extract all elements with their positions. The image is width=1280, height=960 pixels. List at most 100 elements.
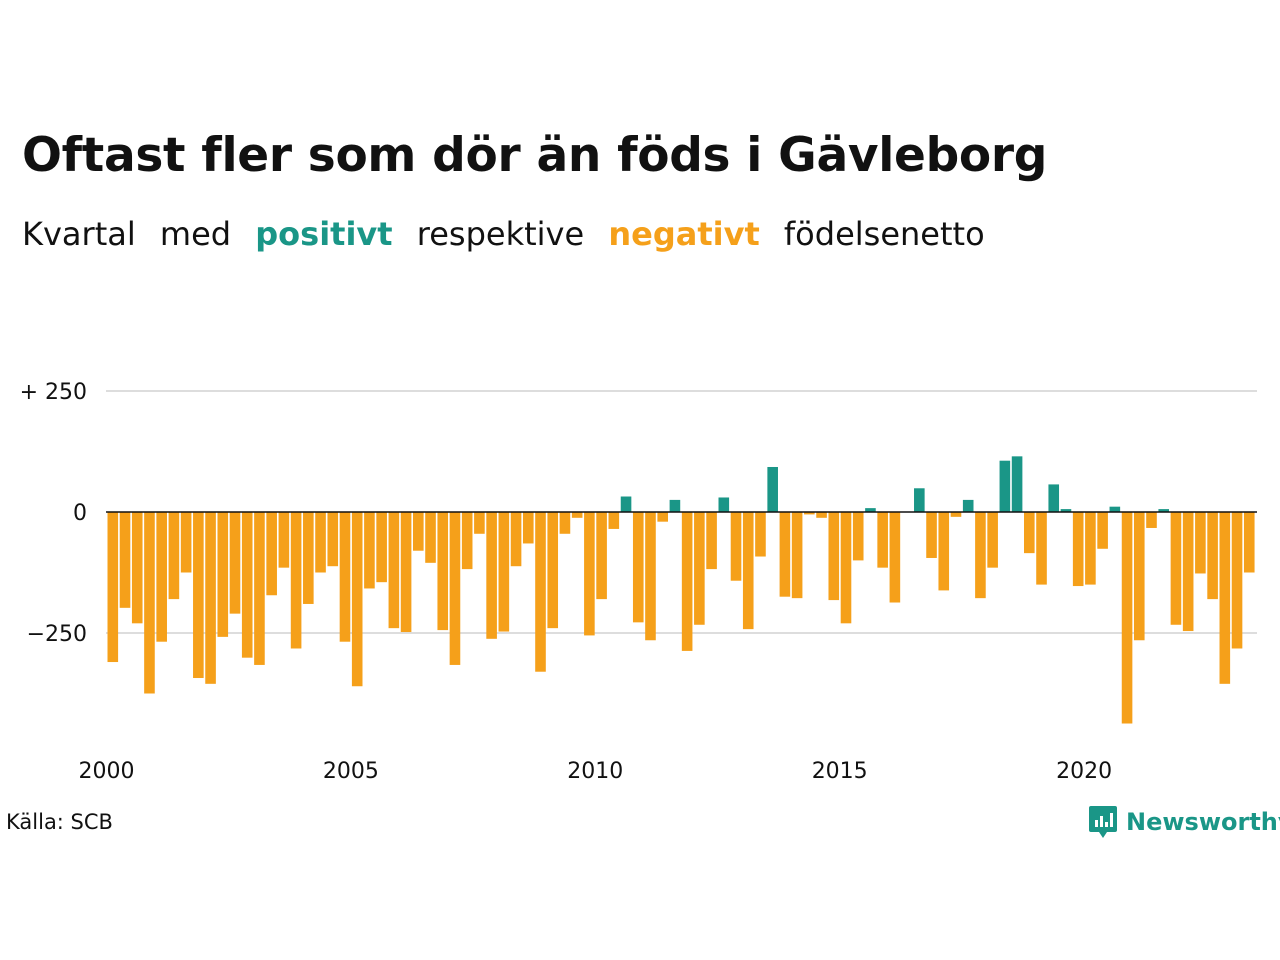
chart-bar: [1195, 512, 1206, 574]
chart-bar: [1207, 512, 1218, 600]
chart-bar: [718, 497, 730, 512]
chart-bar: [1170, 512, 1182, 625]
chart-bar: [645, 512, 656, 641]
chart-bar: [351, 512, 363, 687]
chart-bar: [474, 512, 485, 534]
chart-bar: [852, 512, 864, 561]
chart-bar: [950, 512, 962, 517]
chart-bar: [889, 512, 901, 603]
chart-bar: [168, 512, 180, 600]
chart-bar: [706, 512, 717, 570]
chart-bar: [1219, 512, 1231, 684]
chart-bar: [779, 512, 791, 597]
chart-bar: [315, 512, 326, 573]
chart-bar: [180, 512, 192, 573]
brand-logo: Newsworthy: [1088, 804, 1280, 840]
chart-bar: [657, 512, 668, 522]
chart-bar: [547, 512, 559, 629]
chart-bar: [865, 508, 876, 512]
chart-bar: [804, 512, 815, 515]
y-tick-label: 0: [73, 501, 87, 526]
chart-bar: [620, 496, 632, 512]
subtitle-positive-label: positivt: [255, 215, 393, 253]
chart-bar: [193, 512, 204, 679]
chart-bar: [119, 512, 131, 608]
x-tick-label: 2010: [567, 759, 623, 784]
chart-bar: [1072, 512, 1084, 587]
chart-bar: [217, 512, 229, 637]
chart-bar: [608, 512, 620, 529]
chart-bar: [327, 512, 339, 567]
chart-bar: [559, 512, 571, 534]
chart-bar: [962, 499, 974, 512]
chart-bar: [449, 512, 461, 665]
chart-bar: [498, 512, 510, 632]
chart-bar: [303, 512, 314, 604]
chart-title: Oftast fler som dör än föds i Gävleborg: [22, 128, 1048, 183]
chart-bar: [1048, 484, 1060, 512]
chart-bar: [131, 512, 143, 624]
chart-bar: [914, 488, 925, 512]
chart-bar: [767, 466, 778, 512]
chart-bar: [107, 512, 119, 663]
chart-bar: [1133, 512, 1145, 641]
source-label: Källa: SCB: [6, 810, 113, 834]
chart-bar: [425, 512, 436, 563]
chart-bar: [877, 512, 888, 568]
chart-bar: [1231, 512, 1243, 649]
chart-bar: [669, 499, 681, 512]
subtitle-word-kvartal: Kvartal: [22, 215, 136, 253]
y-tick-label: −250: [27, 622, 87, 647]
chart-bar: [1158, 509, 1170, 512]
chart-bar: [816, 512, 827, 518]
chart-bar: [413, 512, 424, 551]
chart-bar: [987, 512, 998, 568]
chart-bar: [938, 512, 950, 591]
newsworthy-logo-icon: [1089, 806, 1117, 838]
chart-bar: [926, 512, 937, 558]
chart-bar: [266, 512, 277, 596]
chart-bar: [999, 460, 1011, 512]
chart-bar: [205, 512, 216, 684]
chart-bar: [486, 512, 497, 639]
chart-bar: [1097, 512, 1108, 549]
chart-bar: [376, 512, 387, 583]
x-tick-label: 2020: [1056, 759, 1112, 784]
x-tick-label: 2005: [323, 759, 379, 784]
chart-bar: [632, 512, 644, 623]
x-tick-label: 2000: [79, 759, 135, 784]
y-tick-label: + 250: [20, 380, 87, 405]
chart-bar: [755, 512, 766, 557]
chart-bar: [840, 512, 852, 624]
chart-bar: [1060, 509, 1072, 512]
chart-bar: [1085, 512, 1096, 585]
chart-bar: [241, 512, 253, 658]
brand-name: Newsworthy: [1126, 808, 1280, 836]
chart-bar: [791, 512, 803, 599]
chart-bar: [571, 512, 583, 518]
chart-bar: [437, 512, 449, 631]
chart-bar: [522, 512, 534, 544]
chart-bar: [461, 512, 473, 570]
chart-bar: [229, 512, 241, 614]
chart-bar: [742, 512, 754, 630]
chart-bar: [694, 512, 705, 625]
chart-bar: [156, 512, 167, 642]
subtitle-word-med: med: [159, 215, 232, 253]
chart-bar: [681, 512, 693, 651]
chart-bar: [290, 512, 302, 649]
chart-bar: [388, 512, 400, 629]
chart-bar: [144, 512, 155, 694]
chart-bar: [510, 512, 522, 567]
chart-bar: [1109, 506, 1121, 512]
chart-bar: [254, 512, 265, 665]
chart-bar: [1121, 512, 1133, 724]
subtitle-negative-label: negativt: [608, 215, 760, 253]
chart-bar: [535, 512, 546, 672]
chart-bar: [1182, 512, 1194, 632]
chart-bar: [278, 512, 290, 568]
chart-bar: [1036, 512, 1047, 585]
chart-bar: [828, 512, 840, 601]
chart-bar: [584, 512, 595, 636]
